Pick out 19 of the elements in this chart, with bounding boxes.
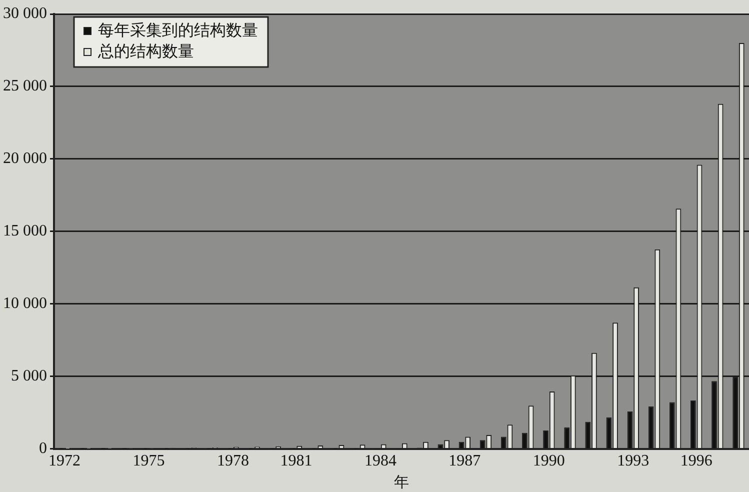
x-tick-label: 1996 [680,452,712,470]
y-tick-label: 10 000 [3,295,47,312]
x-axis-title: 年 [394,472,409,491]
x-tick-label: 1987 [448,452,481,470]
x-tick-label: 1975 [132,452,165,470]
x-tick-label: 1993 [617,452,650,470]
y-tick-label: 20 000 [3,150,47,168]
y-tick-label: 0 [39,440,47,458]
legend-label: 每年采集到的结构数量 [98,20,258,40]
legend-label: 总的结构数量 [97,42,194,61]
y-tick-label: 25 000 [3,78,47,95]
x-tick-label: 1990 [532,452,565,470]
x-tick-label: 1981 [280,452,312,470]
x-tick-label: 1984 [364,452,396,470]
x-tick-label: 1972 [48,452,81,470]
y-tick-label: 15 000 [3,222,47,240]
y-tick-label: 5 000 [11,368,47,385]
x-tick-label: 1978 [217,452,250,470]
y-tick-label: 30 000 [3,5,47,22]
